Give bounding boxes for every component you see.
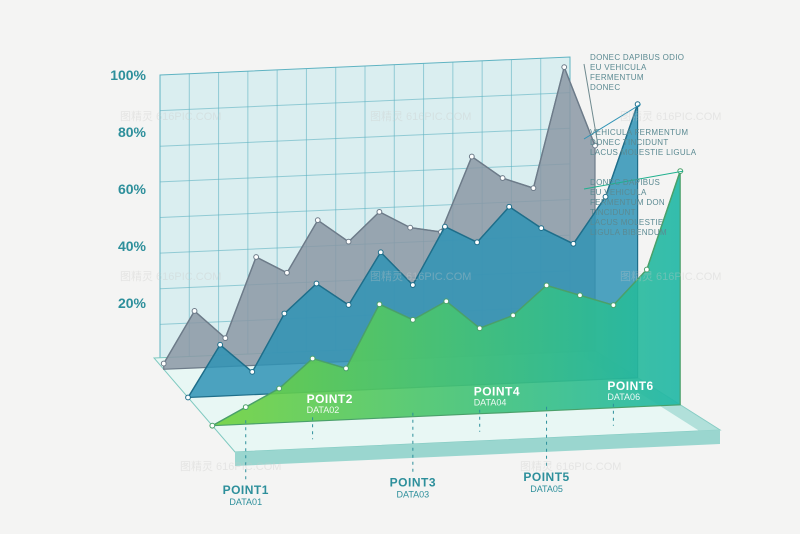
point-label: POINT4 <box>474 385 520 399</box>
annotation-text: FERMENTUM <box>590 73 644 82</box>
series-marker <box>161 361 166 366</box>
series-marker <box>346 303 351 308</box>
point-sublabel: DATA03 <box>397 490 430 500</box>
series-marker <box>539 226 544 231</box>
point-label: POINT1 <box>223 483 269 497</box>
annotation-text: DONEC DAPIBUS ODIO <box>590 53 684 62</box>
watermark: 图精灵 616PIC.COM <box>620 110 721 123</box>
series-marker <box>250 369 255 374</box>
ytick-label: 60% <box>118 181 147 197</box>
watermark: 图精灵 616PIC.COM <box>120 270 221 283</box>
watermark: 图精灵 616PIC.COM <box>120 110 221 123</box>
series-marker <box>210 423 215 428</box>
series-marker <box>611 303 616 308</box>
series-marker <box>277 386 282 391</box>
series-marker <box>285 270 290 275</box>
series-marker <box>475 240 480 245</box>
series-marker <box>444 299 449 304</box>
ytick-label: 20% <box>118 295 147 311</box>
point-sublabel: DATA05 <box>530 484 563 494</box>
point-sublabel: DATA01 <box>229 497 262 507</box>
ytick-label: 100% <box>110 67 146 83</box>
point-sublabel: DATA04 <box>474 398 507 408</box>
series-marker <box>310 356 315 361</box>
series-marker <box>377 302 382 307</box>
series-marker <box>410 317 415 322</box>
annotation-text: DONEC <box>590 83 620 92</box>
point-label: POINT3 <box>390 476 436 490</box>
series-marker <box>469 154 474 159</box>
annotation-text: VEHICULA FERMENTUM <box>590 128 688 137</box>
annotation-text: DONEC TINCIDUNT <box>590 138 669 147</box>
series-marker <box>314 281 319 286</box>
watermark: 图精灵 616PIC.COM <box>180 460 281 473</box>
annotation-text: TINCIDUNT <box>590 208 636 217</box>
series-marker <box>477 326 482 331</box>
series-marker <box>344 366 349 371</box>
point-sublabel: DATA06 <box>607 392 640 402</box>
watermark: 图精灵 616PIC.COM <box>620 270 721 283</box>
series-marker <box>571 241 576 246</box>
series-marker <box>315 218 320 223</box>
series-marker <box>408 225 413 230</box>
annotation-text: FERMENTUM DON <box>590 198 665 207</box>
series-marker <box>562 65 567 70</box>
series-marker <box>507 204 512 209</box>
watermark: 图精灵 616PIC.COM <box>520 460 621 473</box>
point-sublabel: DATA02 <box>307 405 340 415</box>
annotation-text: LIGULA BIBENDUM <box>590 228 667 237</box>
series-marker <box>500 176 505 181</box>
annotation-text: EU VEHICULA <box>590 63 647 72</box>
series-marker <box>218 342 223 347</box>
series-marker <box>243 405 248 410</box>
series-marker <box>544 283 549 288</box>
point-label: POINT6 <box>607 379 653 393</box>
series-marker <box>531 186 536 191</box>
series-marker <box>282 311 287 316</box>
ytick-label: 80% <box>118 124 147 140</box>
watermark: 图精灵 616PIC.COM <box>370 270 471 283</box>
annotation-text: LACUS MOLESTIE LIGULA <box>590 148 697 157</box>
point-label: POINT2 <box>307 392 353 406</box>
series-marker <box>254 255 259 260</box>
series-marker <box>377 209 382 214</box>
series-marker <box>511 313 516 318</box>
series-marker <box>192 309 197 314</box>
series-marker <box>410 283 415 288</box>
series-marker <box>443 224 448 229</box>
series-marker <box>223 336 228 341</box>
series-marker <box>186 395 191 400</box>
ytick-label: 40% <box>118 238 147 254</box>
watermark: 图精灵 616PIC.COM <box>370 110 471 123</box>
series-marker <box>378 250 383 255</box>
annotation-text: DONEC DAPIBUS <box>590 178 660 187</box>
series-marker <box>578 293 583 298</box>
series-marker <box>346 239 351 244</box>
annotation-text: EU VEHICULA <box>590 188 647 197</box>
annotation-text: LACUS MOLESTIE <box>590 218 664 227</box>
